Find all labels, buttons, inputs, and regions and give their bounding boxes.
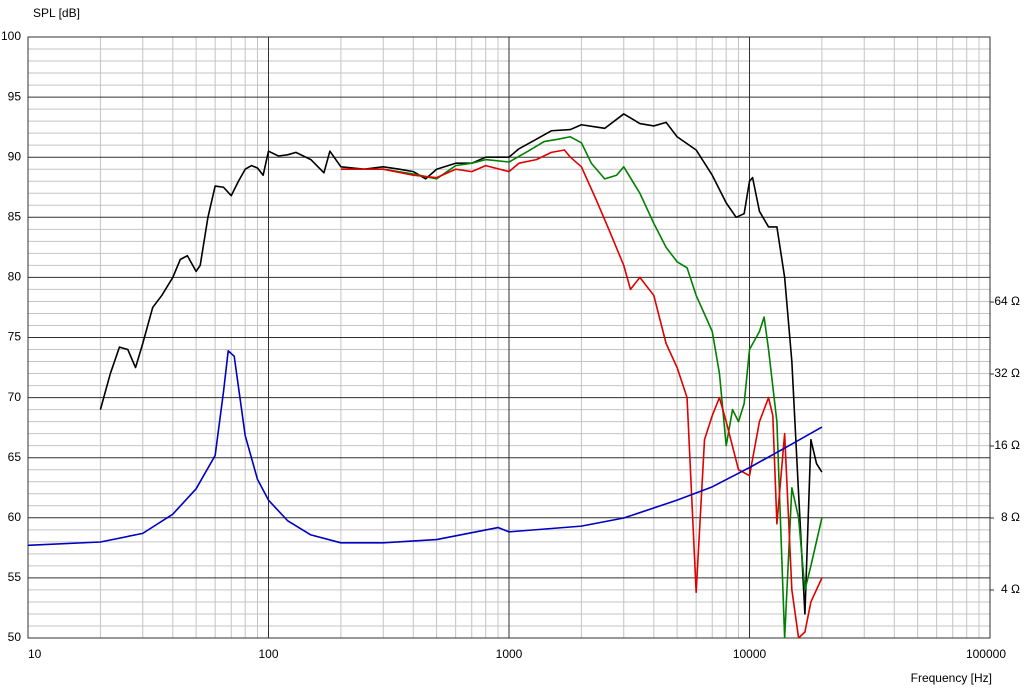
y-tick-label: 55 [8, 570, 22, 584]
x-tick-label: 100 [258, 647, 278, 661]
y-tick-label: 75 [8, 330, 22, 344]
y-tick-label: 95 [8, 89, 22, 103]
y-tick-label: 65 [8, 450, 22, 464]
y2-tick-label: 4 Ω [1001, 582, 1020, 596]
x-tick-label: 1000 [496, 647, 523, 661]
y-tick-label: 100 [1, 29, 21, 43]
y2-tick-label: 64 Ω [994, 294, 1020, 308]
series-line [340, 135, 823, 638]
y-tick-label: 85 [8, 209, 22, 223]
y-tick-label: 60 [8, 510, 22, 524]
y2-tick-label: 8 Ω [1001, 510, 1020, 524]
x-tick-label: 100000 [966, 647, 1006, 661]
y2-tick-label: 32 Ω [994, 366, 1020, 380]
plot-lines [28, 113, 823, 638]
series-line [340, 149, 823, 638]
y-tick-label: 70 [8, 390, 22, 404]
y-tick-label: 80 [8, 270, 22, 284]
y-axis-label: SPL [dB] [33, 6, 80, 20]
x-tick-label: 10 [28, 647, 42, 661]
plot-frame [27, 36, 991, 639]
x-tick-label: 10000 [733, 647, 767, 661]
series-line [28, 350, 823, 547]
y-tick-label: 50 [8, 630, 22, 644]
y2-tick-label: 16 Ω [994, 438, 1020, 452]
y-tick-label: 90 [8, 149, 22, 163]
x-axis-label: Frequency [Hz] [911, 671, 992, 685]
